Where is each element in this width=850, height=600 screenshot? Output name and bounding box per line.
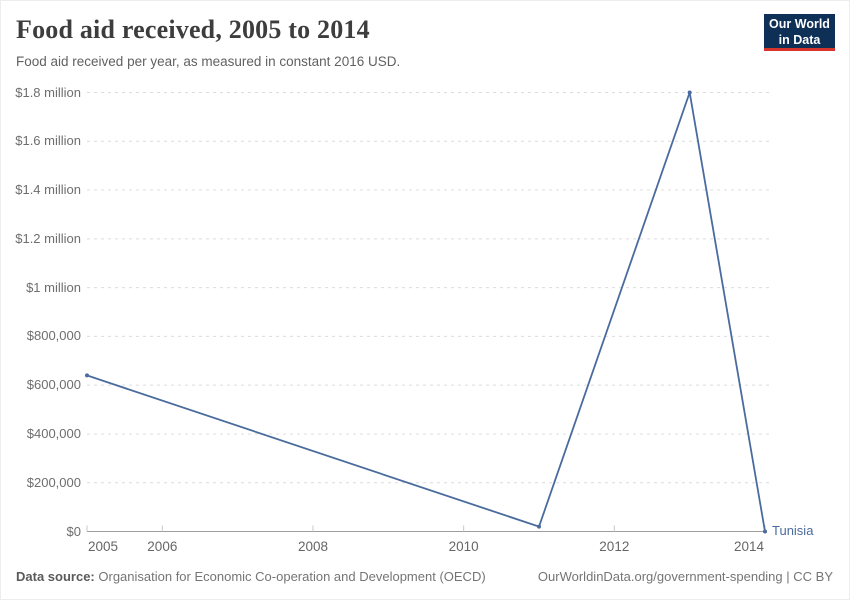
data-source-text: Organisation for Economic Co-operation a… (98, 569, 486, 584)
x-axis-tick-label: 2012 (599, 539, 630, 554)
data-source-label: Data source: (16, 569, 95, 584)
owid-url-link[interactable]: OurWorldinData.org/government-spending (537, 569, 783, 584)
data-source: Data source: Organisation for Economic C… (16, 569, 486, 584)
x-axis-tick-label: 2014 (733, 539, 765, 554)
x-axis-tick-label: 2010 (448, 539, 479, 554)
chart-subtitle: Food aid received per year, as measured … (16, 54, 401, 69)
owid-logo-line2: in Data (778, 33, 821, 47)
license-badge: CC BY (793, 569, 833, 584)
page-title: Food aid received, 2005 to 2014 (16, 15, 370, 44)
y-axis-tick-label: $0 (66, 523, 81, 539)
y-axis-tick-label: $1.2 million (15, 230, 81, 246)
x-axis-tick-label: 2008 (297, 539, 329, 554)
y-axis-tick-label: $800,000 (26, 328, 81, 344)
footer-credits: OurWorldinData.org/government-spending |… (538, 569, 833, 584)
y-axis-tick-label: $200,000 (26, 474, 81, 490)
x-axis-tick-label: 2006 (147, 539, 178, 554)
footer-separator: | (782, 569, 794, 584)
y-axis-tick-label: $1.8 million (15, 84, 81, 100)
chart-footer: Data source: Organisation for Economic C… (16, 569, 833, 584)
y-axis-tick-label: $400,000 (26, 425, 81, 441)
y-axis-tick-label: $1.6 million (15, 133, 81, 149)
y-axis-tick-label: $600,000 (26, 377, 81, 393)
owid-logo[interactable]: Our World in Data (764, 14, 835, 51)
x-axis-tick-label: 2005 (87, 539, 119, 554)
series-entity-label: Tunisia (772, 522, 814, 538)
owid-logo-line1: Our World (769, 17, 830, 31)
y-axis-tick-label: $1.4 million (15, 182, 81, 198)
y-axis-tick-label: $1 million (26, 279, 81, 295)
